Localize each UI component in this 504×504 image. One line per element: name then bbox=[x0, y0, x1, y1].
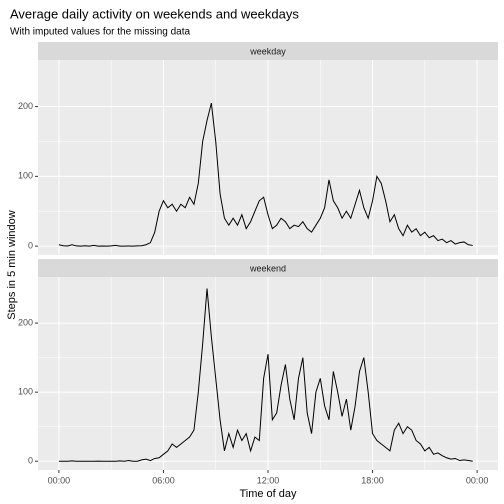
y-tick-label: 0 bbox=[28, 241, 33, 251]
strip bbox=[38, 42, 498, 60]
y-tick-label: 100 bbox=[18, 171, 33, 181]
line bbox=[58, 288, 473, 462]
y-tick-label: 200 bbox=[18, 317, 33, 327]
x-tick-label: 18:00 bbox=[361, 475, 384, 485]
strip-label: weekday bbox=[249, 46, 286, 56]
x-axis-title: Time of day bbox=[239, 488, 297, 500]
y-tick-label: 100 bbox=[18, 387, 33, 397]
strip bbox=[38, 259, 498, 277]
y-axis-title: Steps in 5 min window bbox=[6, 210, 18, 319]
y-tick-label: 200 bbox=[18, 101, 33, 111]
y-tick-label: 0 bbox=[28, 456, 33, 466]
line bbox=[58, 102, 473, 247]
chart-subtitle: With imputed values for the missing data bbox=[10, 27, 191, 38]
strip-label: weekend bbox=[249, 263, 286, 273]
x-tick-label: 00:00 bbox=[466, 475, 489, 485]
chart-title: Average daily activity on weekends and w… bbox=[10, 6, 299, 21]
x-tick-label: 00:00 bbox=[48, 475, 71, 485]
x-tick-label: 12:00 bbox=[257, 475, 280, 485]
x-tick-label: 06:00 bbox=[152, 475, 175, 485]
